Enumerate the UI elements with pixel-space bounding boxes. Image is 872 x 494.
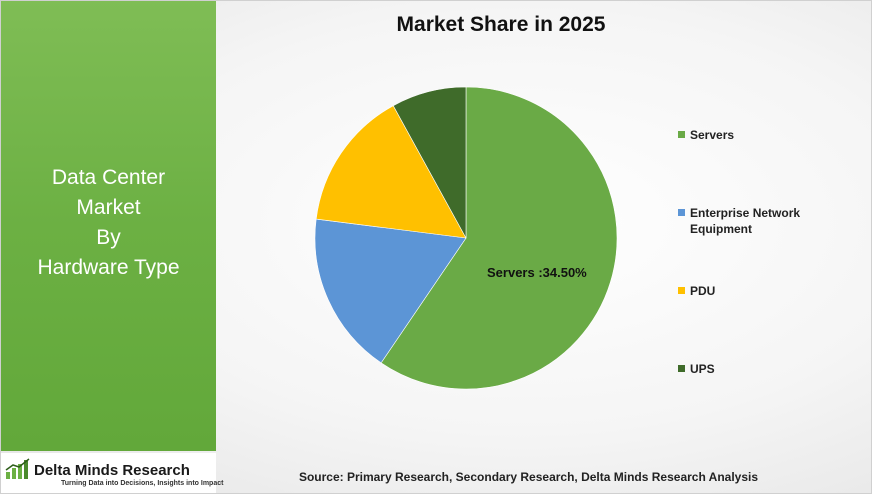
legend-swatch [678, 131, 685, 138]
legend-label: Enterprise Network Equipment [690, 206, 801, 236]
legend-swatch [678, 365, 685, 372]
pie-chart [314, 86, 618, 390]
slice-data-label: Servers :34.50% [487, 265, 587, 280]
legend-swatch [678, 287, 685, 294]
sidebar-title-line: By [96, 226, 121, 249]
pie-slice-ups [392, 86, 467, 239]
bar-chart-icon [5, 458, 30, 479]
pie-slice-servers [380, 86, 618, 390]
pie-slice-enterprise-network-equipment [314, 218, 467, 364]
legend-label: UPS [690, 362, 715, 376]
sidebar-panel: Data Center Market By Hardware Type [1, 1, 216, 451]
legend-swatch [678, 209, 685, 216]
sidebar-title-line: Data Center [51, 166, 166, 189]
legend-label: Servers [690, 128, 735, 142]
sidebar-title: Data Center Market By Hardware Type [37, 163, 179, 283]
sidebar-title-line: Hardware Type [37, 256, 180, 279]
chart-title: Market Share in 2025 [396, 13, 606, 36]
logo-name: Delta Minds Research [34, 462, 190, 479]
company-logo: Delta Minds Research Turning Data into D… [1, 453, 223, 493]
logo-tagline: Turning Data into Decisions, Insights in… [61, 480, 224, 487]
pie-slice-pdu [315, 105, 467, 239]
source-note: Source: Primary Research, Secondary Rese… [298, 470, 759, 484]
sidebar-title-line: Market [76, 196, 141, 219]
legend-label: PDU [690, 284, 716, 298]
